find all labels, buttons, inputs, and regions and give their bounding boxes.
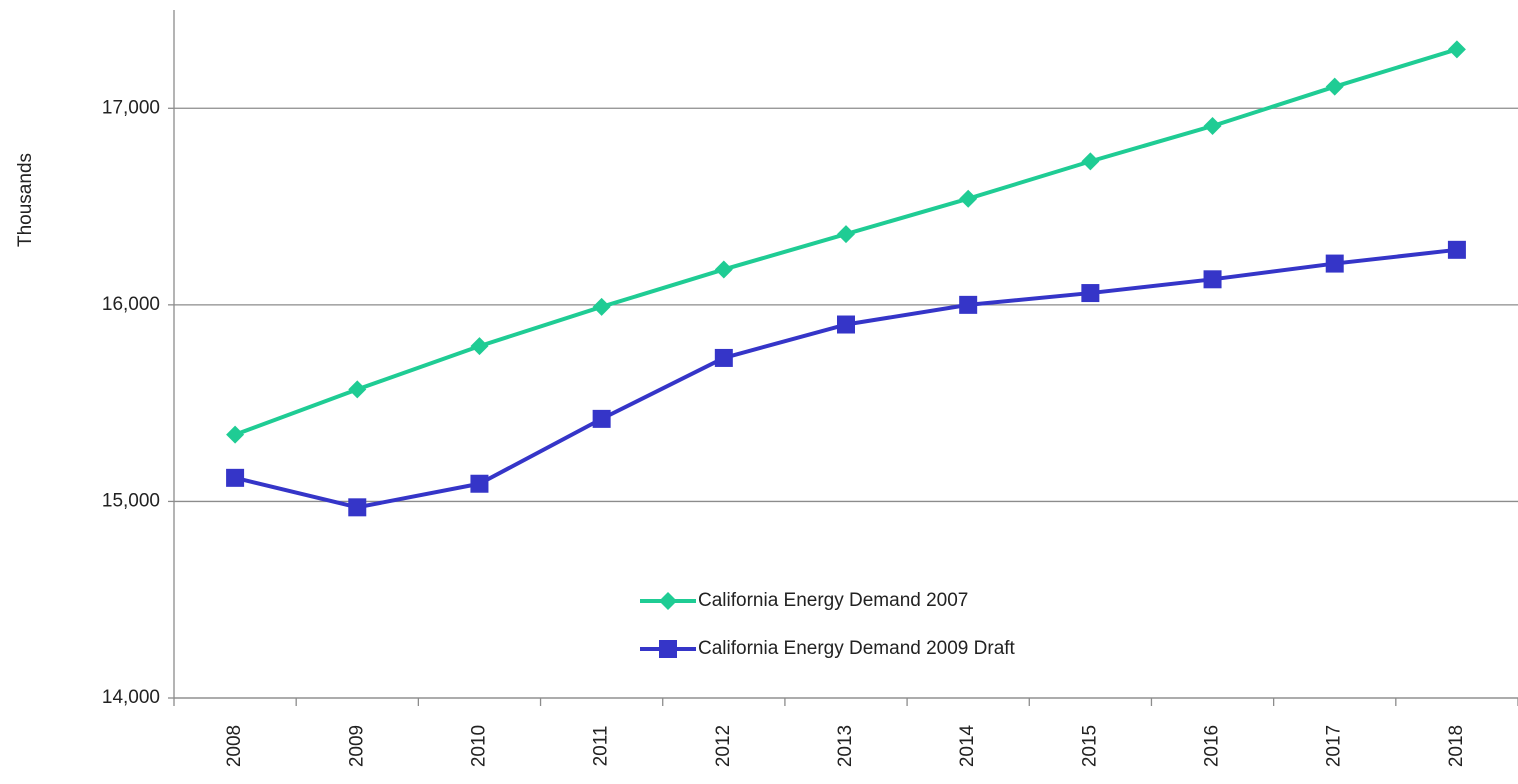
data-point [1325, 254, 1344, 273]
legend-marker [659, 640, 677, 658]
x-tick-label: 2008 [224, 725, 245, 767]
data-point [837, 225, 855, 244]
y-tick-label: 17,000 [102, 97, 160, 118]
y-tick-label: 14,000 [102, 687, 160, 708]
x-tick-label: 2017 [1324, 725, 1345, 767]
data-point [1081, 284, 1100, 303]
data-point [1203, 270, 1222, 289]
y-tick-label: 16,000 [102, 294, 160, 315]
data-point [226, 468, 245, 487]
data-point [592, 409, 611, 428]
data-point [226, 425, 245, 444]
x-tick-label: 2014 [957, 724, 978, 767]
x-tick-label: 2011 [591, 726, 612, 767]
data-point [348, 498, 367, 517]
data-point [714, 260, 733, 279]
data-point [1203, 116, 1222, 135]
data-point [1447, 40, 1466, 59]
data-point [959, 189, 978, 208]
data-point [714, 348, 733, 367]
data-point [1447, 240, 1466, 259]
series-line [234, 247, 1458, 510]
data-point [959, 295, 978, 314]
x-tick-label: 2018 [1446, 725, 1467, 767]
data-point [470, 337, 489, 356]
legend-label: California Energy Demand 2009 Draft [698, 638, 1016, 659]
y-tick-label: 15,000 [102, 490, 160, 511]
data-point [1325, 77, 1344, 96]
x-tick-label: 2013 [835, 725, 856, 767]
data-point [348, 380, 367, 399]
x-tick-label: 2012 [713, 725, 734, 767]
y-axis-label: Thousands [15, 153, 36, 247]
x-tick-label: 2015 [1079, 725, 1100, 767]
x-tick-label: 2010 [468, 725, 489, 767]
x-tick-label: 2009 [346, 725, 367, 767]
data-point [837, 315, 855, 334]
legend-label: California Energy Demand 2007 [698, 590, 968, 611]
legend-marker [659, 592, 677, 610]
x-tick-label: 2016 [1202, 725, 1223, 767]
data-point [470, 474, 489, 493]
data-point [592, 297, 611, 316]
data-point [1081, 152, 1100, 171]
